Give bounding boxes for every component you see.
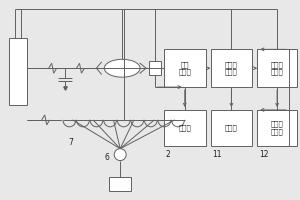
Circle shape	[114, 149, 126, 161]
Text: 高速接
口模块: 高速接 口模块	[225, 61, 238, 75]
Bar	[164, 49, 206, 87]
Text: 起重机
联动台: 起重机 联动台	[271, 121, 284, 135]
Bar	[211, 110, 252, 146]
Text: 2: 2	[166, 150, 171, 159]
Ellipse shape	[104, 59, 140, 77]
Text: 遥控器: 遥控器	[225, 125, 238, 131]
Text: 主控制
器模块: 主控制 器模块	[271, 61, 284, 75]
Bar	[109, 177, 131, 191]
Text: 11: 11	[213, 150, 222, 159]
Bar	[149, 61, 161, 75]
Bar	[257, 110, 297, 146]
Bar	[211, 49, 252, 87]
Text: 7: 7	[68, 138, 73, 147]
Bar	[164, 110, 206, 146]
Text: 6: 6	[105, 153, 110, 162]
Text: 信号
转换器: 信号 转换器	[178, 61, 191, 75]
Text: 变频器: 变频器	[178, 125, 191, 131]
Bar	[9, 38, 27, 105]
Bar	[257, 49, 297, 87]
Text: 12: 12	[259, 150, 269, 159]
